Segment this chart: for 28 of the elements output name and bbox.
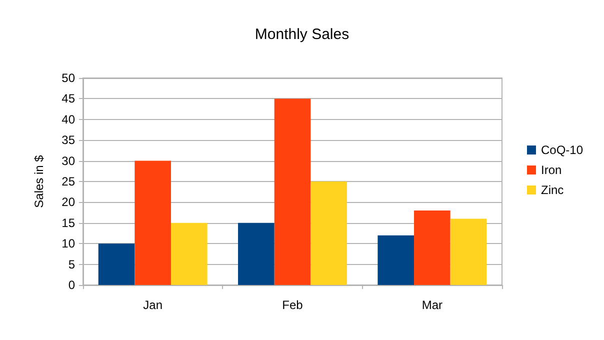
bar: [170, 222, 208, 285]
y-tick-label: 5: [68, 257, 76, 272]
bar: [134, 160, 171, 285]
y-tick-label: 0: [68, 278, 76, 292]
bar: [414, 210, 450, 285]
x-tick-label: Feb: [282, 298, 304, 312]
y-tick-label: 10: [62, 236, 76, 251]
legend-label: Zinc: [540, 183, 564, 197]
bar: [98, 244, 135, 285]
bar: [310, 182, 347, 285]
y-tick-label: 30: [62, 154, 76, 168]
y-tick-label: 15: [62, 216, 76, 230]
y-tick-label: 45: [62, 92, 76, 106]
y-tick-label: 20: [62, 195, 76, 210]
bar: [450, 218, 487, 285]
chart-title: Monthly Sales: [254, 26, 350, 43]
y-axis-title: Sales in $: [32, 154, 46, 208]
y-tick-label: 35: [62, 133, 76, 148]
bar: [378, 235, 414, 285]
y-tick-label: 25: [62, 174, 76, 188]
y-tick-label: 40: [62, 112, 76, 126]
y-tick-label: 50: [62, 71, 76, 85]
legend-label: Iron: [540, 163, 562, 177]
x-tick-label: Jan: [143, 298, 163, 312]
bar: [238, 222, 274, 285]
bar: [274, 98, 311, 285]
x-tick-label: Mar: [422, 298, 443, 312]
legend-label: CoQ-10: [540, 143, 584, 157]
